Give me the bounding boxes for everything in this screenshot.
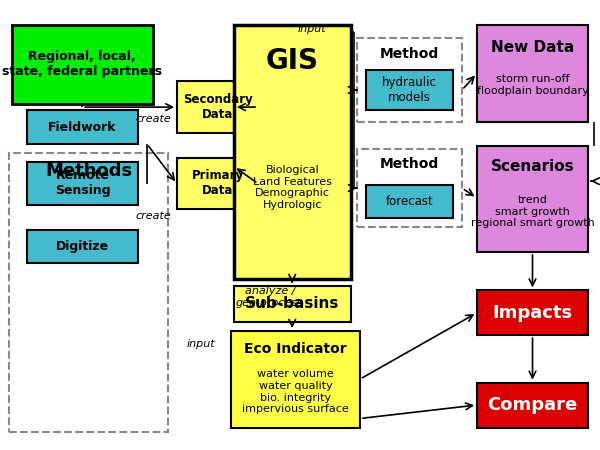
Text: Fieldwork: Fieldwork <box>48 121 117 134</box>
FancyBboxPatch shape <box>366 184 453 218</box>
FancyBboxPatch shape <box>477 290 588 335</box>
FancyBboxPatch shape <box>357 38 462 122</box>
Text: Impacts: Impacts <box>493 304 572 322</box>
Text: Regional, local,
state, federal partners: Regional, local, state, federal partners <box>2 50 162 78</box>
Text: create: create <box>135 211 171 221</box>
FancyBboxPatch shape <box>9 153 168 432</box>
FancyBboxPatch shape <box>366 70 453 110</box>
FancyBboxPatch shape <box>12 25 153 104</box>
FancyBboxPatch shape <box>477 25 588 122</box>
Text: water volume
water quality
bio. integrity
impervious surface: water volume water quality bio. integrit… <box>242 369 349 414</box>
FancyBboxPatch shape <box>27 162 138 205</box>
Text: forecast: forecast <box>386 195 433 208</box>
Text: analyze /
geo-process: analyze / geo-process <box>236 286 304 308</box>
Text: Compare: Compare <box>487 396 578 414</box>
Text: create: create <box>135 114 171 124</box>
Text: Scenarios: Scenarios <box>491 159 574 174</box>
FancyBboxPatch shape <box>234 286 351 322</box>
Text: storm run-off
floodplain boundary: storm run-off floodplain boundary <box>476 74 589 95</box>
Text: input: input <box>298 24 326 34</box>
FancyBboxPatch shape <box>27 230 138 263</box>
Text: Methods: Methods <box>45 162 132 180</box>
FancyBboxPatch shape <box>477 382 588 428</box>
Text: New Data: New Data <box>491 40 574 55</box>
Text: Eco Indicator: Eco Indicator <box>244 342 347 356</box>
Text: Sub-basins: Sub-basins <box>245 296 340 311</box>
FancyBboxPatch shape <box>477 146 588 252</box>
Text: Method: Method <box>380 157 439 171</box>
FancyBboxPatch shape <box>231 331 360 428</box>
Text: trend
smart growth
regional smart growth: trend smart growth regional smart growth <box>470 195 595 229</box>
Text: Method: Method <box>380 47 439 61</box>
FancyBboxPatch shape <box>234 25 351 279</box>
Text: GIS: GIS <box>266 47 319 75</box>
Text: Biological
Land Features
Demographic
Hydrologic: Biological Land Features Demographic Hyd… <box>253 165 332 210</box>
FancyBboxPatch shape <box>177 158 258 209</box>
Text: Remote
Sensing: Remote Sensing <box>55 169 110 198</box>
FancyBboxPatch shape <box>27 110 138 144</box>
Text: Primary
Data: Primary Data <box>191 169 244 198</box>
Text: Digitize: Digitize <box>56 240 109 253</box>
Text: hydraulic
models: hydraulic models <box>382 76 437 104</box>
FancyBboxPatch shape <box>177 81 258 133</box>
FancyBboxPatch shape <box>357 148 462 227</box>
Text: Secondary
Data: Secondary Data <box>182 93 253 121</box>
Text: input: input <box>187 339 215 349</box>
